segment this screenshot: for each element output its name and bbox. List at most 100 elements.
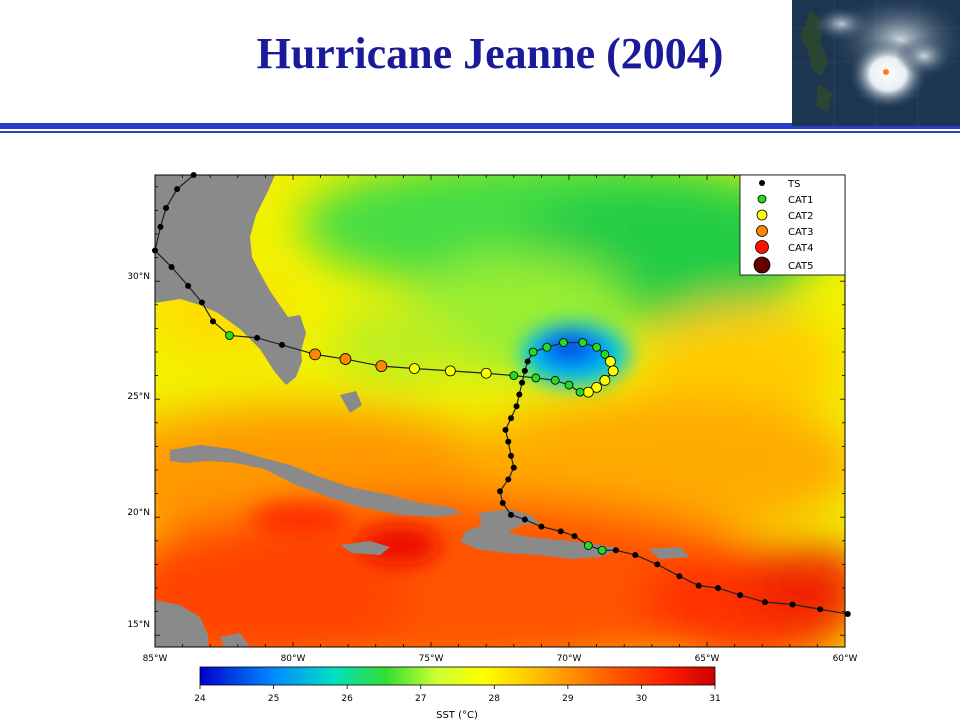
track-point-ts (817, 606, 824, 613)
track-point-cat2 (409, 363, 420, 374)
track-point-ts (695, 582, 702, 589)
legend-marker-cat2 (756, 209, 768, 221)
track-point-ts (198, 299, 205, 306)
land (155, 175, 690, 647)
track-point-cat2 (607, 365, 619, 377)
track-point-ts (174, 186, 181, 193)
track-point-cat1 (564, 380, 574, 390)
colorbar-tick-label: 29 (562, 694, 574, 704)
track-point-ts (521, 516, 528, 523)
track-point-cat1 (528, 347, 538, 357)
colorbar: 24 25 26 27 28 29 30 31 SST (°C) (194, 666, 721, 720)
track-point-ts (508, 511, 515, 518)
lon-label-85w: 85°W (143, 654, 168, 664)
track-point-cat2 (599, 374, 611, 386)
legend-marker-ts (759, 180, 765, 186)
track-point-ts (163, 205, 170, 212)
colorbar-tick-label: 26 (341, 694, 353, 704)
track-point-cat1 (592, 342, 602, 352)
track-point-ts (209, 318, 216, 325)
track-point-cat1 (550, 375, 560, 385)
track-point-ts (612, 547, 619, 554)
track-point-cat2 (582, 386, 594, 398)
track-point-cat1 (225, 331, 234, 340)
track-point-ts (676, 573, 683, 580)
colorbar-tick-label: 31 (709, 694, 720, 704)
slide-title: Hurricane Jeanne (2004) (256, 29, 724, 78)
track-point-ts (715, 585, 722, 591)
legend-label-cat1: CAT1 (788, 195, 814, 206)
track-point-ts (737, 592, 744, 599)
track-point-cat1 (531, 373, 541, 383)
track-point-cat2 (480, 367, 492, 379)
track-point-cat2 (444, 365, 456, 377)
track-point-ts (519, 379, 526, 386)
lon-label-80w: 80°W (281, 654, 306, 664)
track-point-ts (185, 282, 192, 289)
legend: TS CAT1 CAT2 CAT3 CAT4 CAT5 (739, 174, 846, 276)
track-point-ts (254, 334, 261, 341)
satellite-image (792, 0, 960, 126)
track-point-ts (538, 523, 545, 530)
track-point-ts (516, 391, 523, 398)
track-point-ts (157, 223, 164, 230)
lat-label-30n: 30°N (127, 272, 150, 282)
track-point-ts (168, 264, 175, 271)
track-point-cat1 (542, 342, 552, 352)
colorbar-tick-label: 25 (268, 694, 279, 704)
track-point-cat1 (578, 338, 588, 347)
track-point-ts (632, 551, 639, 558)
track-point-cat3 (375, 360, 388, 373)
track-point-ts (499, 500, 506, 507)
track-point-cat1 (559, 338, 568, 347)
legend-label-cat2: CAT2 (788, 211, 814, 222)
colorbar-tick-label: 30 (636, 694, 648, 704)
track-point-ts (505, 438, 512, 445)
track-point-cat1 (597, 545, 607, 555)
track-point-cat2 (591, 381, 603, 393)
track-point-cat1 (583, 541, 593, 550)
colorbar-tick-label: 24 (194, 694, 206, 704)
track-point-ts (513, 403, 520, 410)
legend-marker-cat5 (753, 256, 771, 274)
lon-label-75w: 75°W (419, 654, 444, 664)
track-point-cat1 (575, 387, 585, 397)
track-point-ts (190, 172, 197, 178)
legend-marker-cat4 (755, 240, 769, 254)
track-point-ts (571, 533, 578, 540)
track-point-ts (510, 464, 517, 471)
hurricane-track (152, 172, 851, 617)
track-point-ts (508, 415, 515, 422)
track-point-cat3 (309, 348, 321, 361)
track-point-ts (497, 488, 503, 495)
track-point-ts (152, 247, 158, 254)
legend-marker-cat1 (757, 194, 767, 204)
colorbar-tick-label: 28 (489, 694, 501, 704)
legend-label-cat4: CAT4 (788, 243, 814, 254)
lat-label-15n: 15°N (127, 620, 150, 630)
lat-label-25n: 25°N (127, 392, 150, 402)
track-point-cat1 (600, 349, 610, 359)
track-point-ts (508, 452, 515, 459)
track-point-ts (524, 358, 531, 365)
legend-label-ts: TS (787, 179, 800, 190)
legend-marker-cat3 (756, 225, 768, 237)
frame-ticks (154, 175, 846, 647)
plot-frame (154, 174, 846, 648)
sst-map: 30°N 25°N 20°N 15°N 85°W 80°W 75°W 70°W … (127, 172, 858, 720)
track-point-ts (789, 601, 796, 608)
track-point-ts (278, 341, 285, 348)
colorbar-title: SST (°C) (436, 710, 478, 720)
track-point-ts (502, 426, 509, 433)
lon-label-60w: 60°W (833, 654, 858, 664)
track-point-cat1 (509, 371, 519, 381)
title-rule-thick (0, 123, 960, 129)
lon-label-65w: 65°W (695, 654, 720, 664)
lon-label-70w: 70°W (557, 654, 582, 664)
track-point-cat3 (339, 353, 352, 365)
track-point-ts (557, 528, 564, 535)
lat-label-20n: 20°N (127, 508, 150, 518)
track-point-ts (844, 610, 851, 617)
title-rule-thin (0, 131, 960, 133)
track-point-ts (521, 367, 528, 374)
